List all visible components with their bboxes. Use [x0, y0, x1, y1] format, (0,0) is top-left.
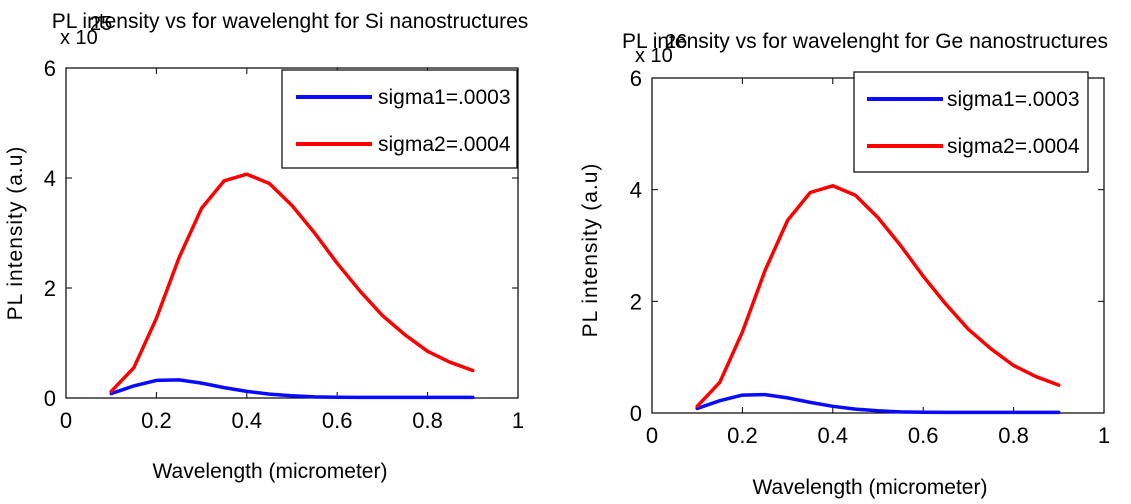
exponent-power: 25 — [90, 13, 112, 35]
x-axis-label: Wavelength (micrometer) — [153, 460, 388, 483]
axis-ticks: 0 0.2 0.4 0.6 0.8 1 0 2 4 6 — [630, 66, 1110, 448]
exponent-base: x 10 — [60, 27, 98, 49]
legend-box — [853, 71, 1089, 173]
y-tick-label: 2 — [630, 289, 642, 314]
legend: sigma1=.0003 sigma2=.0004 — [281, 69, 518, 169]
x-tick-label: 0.2 — [727, 423, 758, 448]
x-tick-label: 0.2 — [141, 408, 172, 433]
y-axis-label: PL intensity (a.u) — [4, 146, 27, 321]
x-tick-label: 0.6 — [322, 408, 353, 433]
legend-label-sigma1: sigma1=.0003 — [947, 88, 1080, 111]
series-lines — [109, 172, 475, 400]
x-tick-label: 0.4 — [818, 423, 849, 448]
y-tick-label: 4 — [630, 178, 642, 203]
x-tick-label: 0.8 — [412, 408, 443, 433]
chart-title: PL intensity vs for wavelenght for Si na… — [52, 10, 529, 33]
legend-box — [281, 69, 518, 169]
series-line-sigma1 — [695, 392, 1061, 415]
y-tick-label: 0 — [630, 401, 642, 426]
y-tick-label: 0 — [44, 386, 56, 411]
x-tick-label: 0 — [646, 423, 658, 448]
x-tick-label: 1 — [512, 408, 524, 433]
series-line-sigma1 — [109, 378, 475, 400]
x-tick-label: 0.8 — [998, 423, 1029, 448]
legend: sigma1=.0003 sigma2=.0004 — [853, 71, 1089, 173]
chart-si: PL intensity vs for wavelenght for Si na… — [4, 10, 529, 483]
x-tick-label: 0.6 — [908, 423, 939, 448]
exponent-label: x 10 26 — [635, 31, 687, 67]
legend-label-sigma2: sigma2=.0004 — [378, 133, 511, 156]
x-tick-label: 0.4 — [232, 408, 263, 433]
exponent-base: x 10 — [635, 45, 673, 67]
chart-ge: PL intensity vs for wavelenght for Ge na… — [579, 30, 1110, 499]
y-tick-label: 2 — [44, 276, 56, 301]
y-tick-label: 6 — [44, 56, 56, 81]
legend-label-sigma1: sigma1=.0003 — [378, 86, 511, 109]
series-line-sigma2 — [695, 184, 1061, 409]
series-line-sigma2 — [109, 172, 475, 394]
y-axis-label: PL intensity (a.u) — [579, 163, 602, 338]
y-tick-label: 6 — [630, 66, 642, 91]
exponent-label: x 10 25 — [60, 13, 112, 49]
chart-title: PL intensity vs for wavelenght for Ge na… — [622, 30, 1108, 53]
exponent-power: 26 — [665, 31, 687, 53]
series-lines — [695, 184, 1061, 415]
legend-label-sigma2: sigma2=.0004 — [947, 135, 1080, 158]
x-axis-label: Wavelength (micrometer) — [753, 476, 988, 499]
y-tick-label: 4 — [44, 166, 56, 191]
x-tick-label: 0 — [60, 408, 72, 433]
x-tick-label: 1 — [1098, 423, 1110, 448]
axis-ticks: 0 0.2 0.4 0.6 0.8 1 0 2 4 6 — [44, 56, 524, 433]
